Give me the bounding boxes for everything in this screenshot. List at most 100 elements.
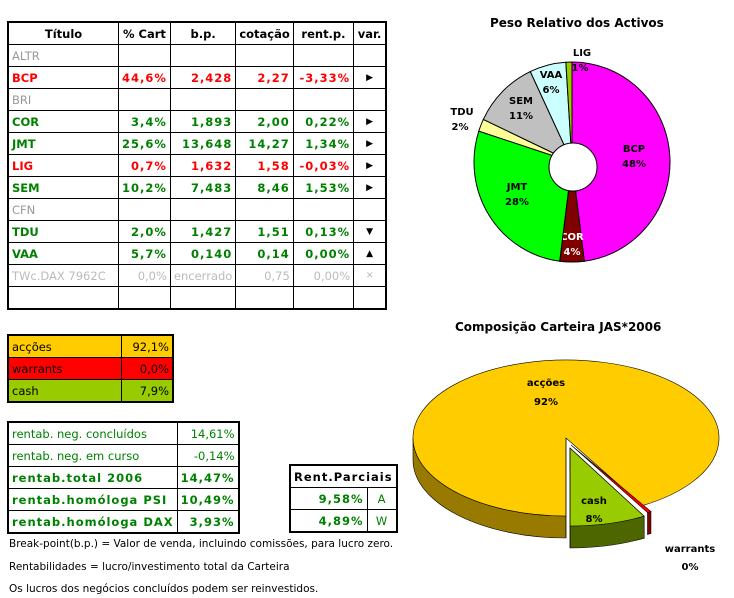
down-triangle-icon: ▼	[366, 226, 374, 237]
partial-value: 9,58%	[289, 487, 368, 510]
partial-row: 9,58% A	[289, 487, 398, 510]
cell-cot	[235, 286, 294, 310]
table-row[interactable]: JMT 25,6% 13,648 14,27 1,34% ▶	[7, 132, 387, 155]
returns-table: rentab. neg. concluídos 14,61% rentab. neg…	[7, 421, 240, 534]
chart2-title: Composição Carteira JAS*2006	[455, 320, 662, 334]
returns-row: rentab.homóloga PSI 10,49%	[7, 488, 240, 511]
slice-value-jmt: 28%	[505, 197, 529, 208]
slice-bcp	[571, 61, 671, 262]
allocation-label: cash	[7, 379, 122, 403]
slice-label-cash: cash	[581, 496, 607, 507]
table-row[interactable]: TWc.DAX 7962C 0,0% encerrado 0,75 0,00% ✕	[7, 264, 387, 287]
slice-value-sem: 11%	[509, 111, 533, 122]
returns-value: -0,14%	[176, 444, 240, 467]
slice-lig	[565, 61, 573, 163]
slice-warrants-top	[570, 444, 652, 513]
table-row[interactable]: LIG 0,7% 1,632 1,58 -0,03% ▶	[7, 154, 387, 177]
right-triangle-icon: ▶	[366, 138, 374, 149]
slice-label-vaa: VAA	[540, 70, 563, 81]
slice-jmt	[473, 130, 573, 262]
cell-rent: 1,34%	[292, 132, 355, 155]
cell-cot: 1,58	[235, 154, 294, 177]
returns-label: rentab.total 2006	[7, 466, 178, 489]
slice-value-vaa: 6%	[543, 85, 560, 96]
allocation-label: warrants	[7, 357, 122, 380]
right-triangle-icon: ▶	[366, 72, 374, 83]
portfolio-table: Título% Cart b.p. cotação rent.p. var. ALTR BC…	[7, 21, 387, 310]
table-row[interactable]: VAA 5,7% 0,140 0,14 0,00% ▲	[7, 242, 387, 265]
allocation-row: warrants 0,0%	[7, 357, 174, 380]
cell-bp: 1,632	[169, 154, 237, 177]
allocation-row: acções 92,1%	[7, 334, 174, 358]
partial-row: 4,89% W	[289, 509, 398, 533]
header-row: Título% Cart b.p. cotação rent.p. var.	[7, 21, 387, 45]
cell-bp: 13,648	[169, 132, 237, 155]
var-icon-cell	[353, 286, 387, 310]
cell-cart: 0,0%	[118, 264, 171, 287]
note-breakpoint: Break-point(b.p.) = Valor de venda, incl…	[9, 538, 394, 550]
allocation-table: acções 92,1% warrants 0,0% cash 7,9%	[7, 334, 174, 403]
returns-row: rentab.homóloga DAX 3,93%	[7, 510, 240, 534]
cell-cot: 1,51	[235, 220, 294, 243]
returns-label: rentab.homóloga PSI	[7, 488, 178, 511]
slice-label-jmt: JMT	[506, 182, 528, 193]
cell-bp: encerrado	[169, 264, 237, 287]
slice-warrants-side	[647, 511, 652, 535]
slice-value-cor: 4%	[564, 247, 581, 258]
cell-bp: 1,893	[169, 110, 237, 133]
right-triangle-icon: ▶	[366, 160, 374, 171]
cell-rent: 0,22%	[292, 110, 355, 133]
cell-cart: 10,2%	[118, 176, 171, 199]
cell-rent: 0,00%	[292, 242, 355, 265]
cell-rent: 0,13%	[292, 220, 355, 243]
column-header: % Cart	[118, 21, 171, 45]
x-icon: ✕	[365, 270, 374, 281]
note-lucros: Os lucros dos negócios concluídos podem …	[9, 583, 319, 595]
returns-label: rentab.homóloga DAX	[7, 510, 178, 534]
allocation-value: 92,1%	[121, 334, 174, 358]
cell-cot: 0,75	[235, 264, 294, 287]
slice-value-cash: 8%	[586, 514, 603, 525]
slice-label-bcp: BCP	[623, 144, 645, 155]
cell-cot: 0,14	[235, 242, 294, 265]
returns-row: rentab.total 2006 14,47%	[7, 466, 240, 489]
slice-label-tdu: TDU	[450, 107, 473, 118]
slice-value-accoes: 92%	[534, 397, 558, 408]
cell-rent: 0,00%	[292, 264, 355, 287]
var-icon-cell: ✕	[353, 264, 387, 287]
slice-value-tdu: 2%	[452, 122, 469, 133]
slice-value-warrants: 0%	[682, 562, 699, 573]
note-rentabilidades: Rentabilidades = lucro/investimento tota…	[9, 561, 290, 573]
up-triangle-icon: ▲	[366, 248, 374, 259]
slice-label-lig: LIG	[573, 48, 591, 59]
table-row[interactable]	[7, 286, 387, 310]
cell-titulo: CFN	[7, 198, 120, 221]
column-header: var.	[353, 21, 387, 45]
right-triangle-icon: ▶	[366, 182, 374, 193]
chart1-title: Peso Relativo dos Activos	[490, 16, 664, 30]
slice-label-sem: SEM	[509, 96, 533, 107]
partial-tag: A	[366, 487, 398, 510]
cell-cot: 2,00	[235, 110, 294, 133]
slice-value-bcp: 48%	[622, 159, 646, 170]
returns-value: 10,49%	[176, 488, 240, 511]
cell-bp: 1,427	[169, 220, 237, 243]
partial-value: 4,89%	[289, 509, 368, 533]
table-row[interactable]: SEM 10,2% 7,483 8,46 1,53% ▶	[7, 176, 387, 199]
table-row[interactable]: BCP 44,6% 2,428 2,27 -3,33% ▶	[7, 66, 387, 89]
slice-sem	[482, 70, 574, 164]
cell-titulo: TWc.DAX 7962C	[7, 264, 120, 287]
slice-label-warrants: warrants	[665, 544, 715, 555]
cell-titulo b: TDU	[7, 220, 120, 243]
returns-value: 3,93%	[176, 510, 240, 534]
slice-value-lig: 1%	[572, 63, 589, 74]
allocation-row: cash 7,9%	[7, 379, 174, 403]
partial-tag: W	[366, 509, 398, 533]
allocation-value: 0,0%	[121, 357, 174, 380]
right-triangle-icon: ▶	[366, 116, 374, 127]
partial-returns-table: Rent.Parciais 9,58% A 4,89% W	[289, 464, 398, 533]
cell-cart: 44,6%	[118, 66, 171, 89]
column-header: rent.p.	[292, 21, 355, 45]
cell-rent: 1,53%	[292, 176, 355, 199]
